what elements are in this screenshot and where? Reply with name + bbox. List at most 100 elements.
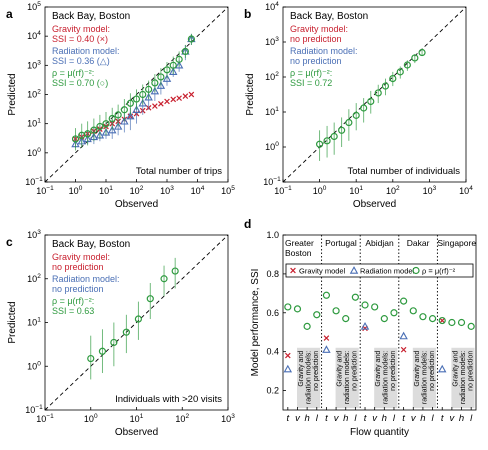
data-point xyxy=(84,130,92,138)
data-point xyxy=(171,267,179,275)
data-point xyxy=(438,316,446,325)
x-tick-label: 101 xyxy=(349,185,363,196)
city-label: Portugal xyxy=(325,238,357,248)
data-point xyxy=(132,105,141,113)
y-tick-label: 10−1 xyxy=(263,176,281,187)
legend-pmodel-text: ρ = μ(rf)⁻²: xyxy=(52,68,94,78)
x-tick-label: 102 xyxy=(386,185,400,196)
plot-frame xyxy=(282,234,477,411)
data-point xyxy=(361,301,369,309)
y-tick-label: 103 xyxy=(27,229,41,240)
y-tick-label: 0.8 xyxy=(266,269,279,279)
legend-pmodel-text: ρ = μ(rf)⁻²: xyxy=(52,296,94,306)
data-point xyxy=(152,103,158,109)
data-point xyxy=(120,106,128,114)
data-point xyxy=(145,85,153,93)
x-tick-label: 101 xyxy=(99,185,113,196)
data-point xyxy=(71,135,80,143)
legend-pmodel-text: SSI = 0.63 xyxy=(52,306,94,316)
y-axis-label: Predicted xyxy=(245,73,256,115)
data-point xyxy=(187,35,195,43)
no-prediction-band xyxy=(335,347,359,408)
x-axis-label: Flow quantity xyxy=(350,427,409,438)
flow-label: v xyxy=(411,413,417,424)
y-tick-label: 102 xyxy=(27,273,41,284)
x-axis-label: Observed xyxy=(115,199,158,210)
panel-letter-a: a xyxy=(6,7,13,21)
legend-radiation-text: Radiation model: xyxy=(52,46,120,56)
no-prediction-band xyxy=(296,347,321,408)
y-axis-label: Predicted xyxy=(7,73,18,115)
data-point xyxy=(162,74,172,82)
data-point xyxy=(126,99,134,107)
data-point xyxy=(316,140,324,148)
band-text: radiation models: xyxy=(421,351,428,404)
legend-radiation-text: no prediction xyxy=(290,56,342,66)
panel-letter-b: b xyxy=(244,7,251,21)
data-point xyxy=(160,275,168,283)
data-point xyxy=(437,364,447,373)
data-point xyxy=(323,137,331,145)
x-tick-label: 105 xyxy=(221,185,235,196)
y-tick-label: 1.0 xyxy=(266,230,279,240)
panel-c: c Observed Predicted Back Bay, Boston Gravit… xyxy=(6,234,229,438)
y-tick-label: 0.2 xyxy=(266,386,279,396)
y-tick-label: 100 xyxy=(27,360,41,371)
data-point xyxy=(400,346,407,353)
band-text: Gravity and xyxy=(375,351,382,387)
data-point xyxy=(182,93,189,99)
y-tick-label: 104 xyxy=(27,30,41,41)
data-point xyxy=(132,95,141,103)
band-text: Gravity and xyxy=(452,351,459,387)
data-point xyxy=(374,89,382,97)
data-point xyxy=(284,303,292,311)
city-label: Dakar xyxy=(407,238,430,248)
data-point xyxy=(110,338,118,347)
data-point xyxy=(283,364,293,373)
x-tick-label: 101 xyxy=(130,413,144,424)
data-point xyxy=(120,116,129,125)
data-point xyxy=(102,120,110,128)
data-point xyxy=(169,61,177,69)
band-text: Gravity and xyxy=(298,351,305,387)
data-point xyxy=(338,126,346,134)
flow-label: t xyxy=(287,413,290,424)
band-text: no prediction xyxy=(352,351,359,391)
legend-marker xyxy=(412,266,420,275)
band-text: radiation models: xyxy=(460,351,467,404)
data-point xyxy=(332,307,340,315)
data-point xyxy=(403,61,411,69)
flow-label: l xyxy=(354,413,357,424)
band-text: radiation models: xyxy=(305,351,312,404)
data-point xyxy=(400,297,408,305)
data-point xyxy=(138,98,147,107)
data-point xyxy=(419,313,427,321)
legend-item-label: Radiation model xyxy=(360,267,415,276)
y-tick-label: 104 xyxy=(265,1,279,12)
data-point xyxy=(174,60,184,69)
data-point xyxy=(98,347,107,355)
data-point xyxy=(134,315,142,323)
data-point xyxy=(322,345,331,353)
legend-gravity-text: no prediction xyxy=(290,34,342,44)
flow-label: h xyxy=(304,413,309,424)
x-tick-label: 100 xyxy=(313,185,327,196)
y-tick-label: 100 xyxy=(27,147,41,158)
data-point xyxy=(448,318,456,327)
legend-radiation-text: Radiation model: xyxy=(52,274,120,284)
x-axis-label: Observed xyxy=(115,427,158,438)
flow-label: h xyxy=(343,413,348,424)
legend-item-label: ρ = μ(rf)⁻² xyxy=(422,267,456,276)
data-point xyxy=(114,111,122,119)
panel-b: b Observed Predicted Back Bay, Boston Gravit… xyxy=(244,6,467,210)
data-point xyxy=(285,352,291,359)
identity-line xyxy=(44,234,229,411)
y-axis-label: Predicted xyxy=(7,301,18,343)
data-point xyxy=(396,68,404,76)
x-tick-label: 10−1 xyxy=(274,185,292,196)
legend-pmodel-text: SSI = 0.70 (○) xyxy=(52,78,108,88)
y-axis-label: Model performance, SSI xyxy=(250,269,261,377)
identity-line xyxy=(282,6,467,183)
